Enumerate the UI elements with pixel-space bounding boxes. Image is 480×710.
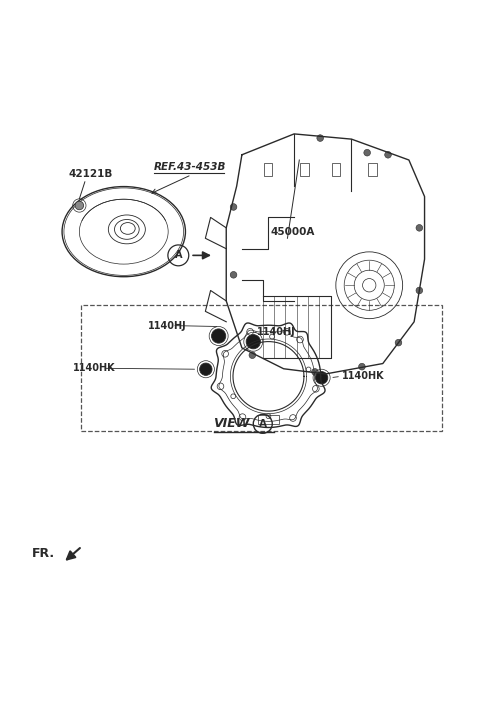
Circle shape [312, 368, 318, 375]
Bar [332, 163, 340, 175]
Circle shape [230, 271, 237, 278]
Bar [300, 163, 309, 175]
Text: 45000A: 45000A [271, 227, 315, 237]
Text: 1140HJ: 1140HJ [147, 321, 186, 331]
Text: 42121B: 42121B [68, 170, 113, 180]
Text: FR.: FR. [32, 547, 55, 559]
Circle shape [212, 329, 226, 343]
Bar [81, 305, 442, 431]
Bar [264, 163, 272, 175]
Text: 1140HJ: 1140HJ [257, 327, 296, 337]
Text: REF.43-453B: REF.43-453B [154, 163, 226, 173]
Circle shape [249, 352, 256, 359]
Circle shape [359, 364, 365, 370]
Text: A: A [259, 419, 267, 429]
Circle shape [317, 135, 324, 141]
Circle shape [395, 339, 402, 346]
Circle shape [75, 201, 84, 209]
Circle shape [230, 204, 237, 210]
Text: A: A [175, 251, 182, 261]
Bar [368, 163, 376, 175]
Circle shape [364, 149, 371, 156]
Circle shape [200, 363, 212, 376]
Text: 1140HK: 1140HK [73, 364, 116, 373]
Circle shape [416, 287, 423, 294]
Text: VIEW: VIEW [213, 417, 250, 430]
Circle shape [246, 334, 261, 349]
Circle shape [416, 224, 423, 231]
Text: 1140HK: 1140HK [342, 371, 384, 381]
Circle shape [384, 151, 391, 158]
Circle shape [315, 371, 328, 384]
